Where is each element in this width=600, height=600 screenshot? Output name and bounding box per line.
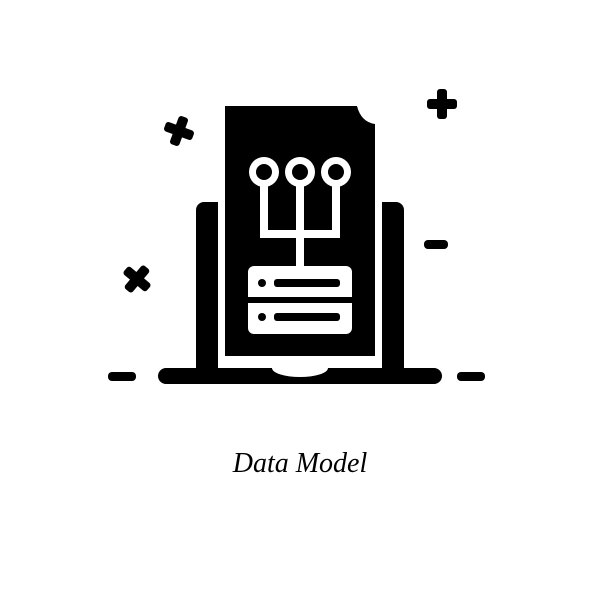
icon-card: Data Model (0, 0, 600, 600)
icon-caption: Data Model (0, 448, 600, 480)
data-model-icon (0, 0, 600, 600)
